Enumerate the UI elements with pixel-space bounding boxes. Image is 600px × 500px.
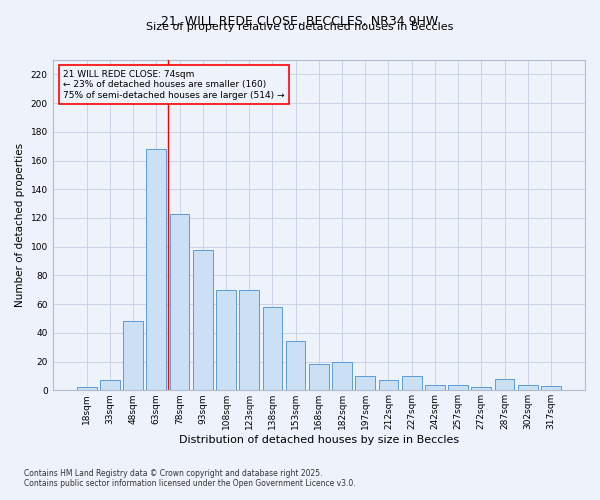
Text: 21, WILL REDE CLOSE, BECCLES, NR34 9HW: 21, WILL REDE CLOSE, BECCLES, NR34 9HW [161,15,439,28]
Bar [518,384,538,390]
Bar [146,149,166,390]
Bar [309,364,329,390]
Bar [425,384,445,390]
Bar [541,386,561,390]
Bar [402,376,422,390]
Bar [239,290,259,390]
Bar [332,362,352,390]
Bar [123,322,143,390]
Bar [100,380,120,390]
Bar [286,342,305,390]
Bar [379,380,398,390]
Bar [216,290,236,390]
Bar [494,379,514,390]
Bar [448,384,468,390]
Bar [472,388,491,390]
Bar [355,376,375,390]
Text: 21 WILL REDE CLOSE: 74sqm
← 23% of detached houses are smaller (160)
75% of semi: 21 WILL REDE CLOSE: 74sqm ← 23% of detac… [64,70,285,100]
Bar [263,307,282,390]
Bar [193,250,212,390]
Bar [170,214,190,390]
Y-axis label: Number of detached properties: Number of detached properties [15,143,25,307]
Text: Contains HM Land Registry data © Crown copyright and database right 2025.: Contains HM Land Registry data © Crown c… [24,468,323,477]
Text: Size of property relative to detached houses in Beccles: Size of property relative to detached ho… [146,22,454,32]
Bar [77,388,97,390]
Text: Contains public sector information licensed under the Open Government Licence v3: Contains public sector information licen… [24,478,356,488]
X-axis label: Distribution of detached houses by size in Beccles: Distribution of detached houses by size … [179,435,459,445]
